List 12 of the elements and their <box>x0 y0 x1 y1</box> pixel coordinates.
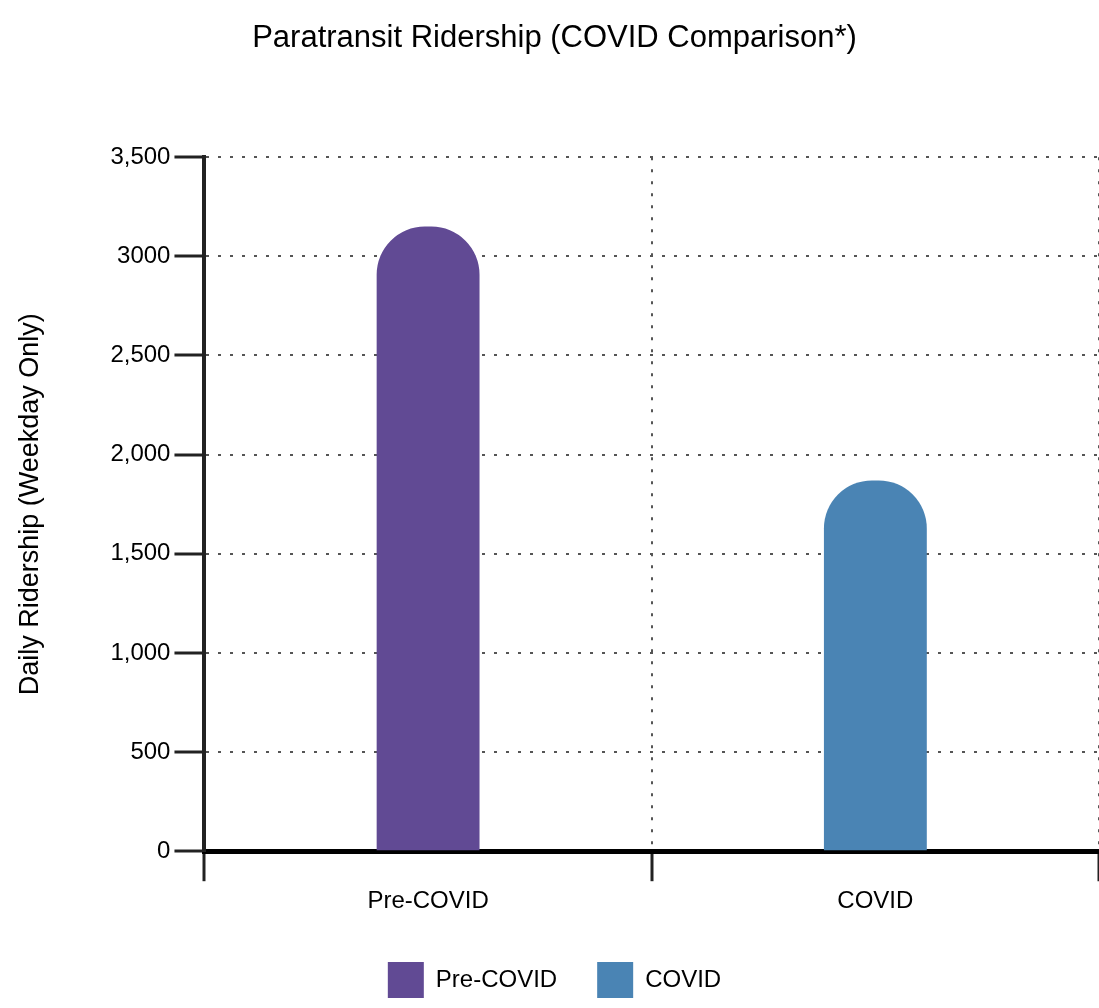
y-tick-label: 1,000 <box>110 637 171 665</box>
y-tick-label: 0 <box>157 835 171 863</box>
legend-label: COVID <box>645 964 722 992</box>
y-tick-label: 2,000 <box>110 439 171 467</box>
y-tick-label: 500 <box>130 736 171 764</box>
chart-title: Paratransit Ridership (COVID Comparison*) <box>252 19 857 55</box>
y-tick-label: 3000 <box>117 240 171 268</box>
y-tick-label: 3,500 <box>110 141 171 169</box>
y-tick-label: 2,500 <box>110 340 171 368</box>
legend-label: Pre-COVID <box>435 964 558 992</box>
y-tick-label: 1,500 <box>110 538 171 566</box>
y-axis-title: Daily Ridership (Weekday Only) <box>13 313 44 696</box>
